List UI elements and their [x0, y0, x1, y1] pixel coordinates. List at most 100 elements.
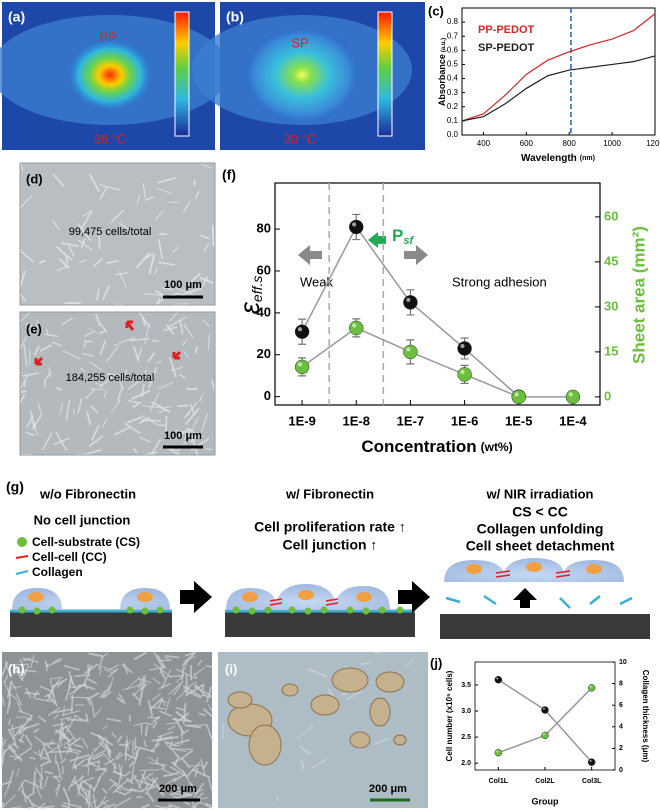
data-point	[587, 758, 596, 766]
series-line	[301, 327, 573, 398]
y2-tick-label: 30	[604, 298, 618, 313]
y-tick-label: 0	[264, 388, 271, 403]
cell-texture	[53, 775, 61, 784]
cell-texture	[345, 690, 362, 701]
cell-texture	[202, 242, 210, 253]
x-axis-unit: (nm)	[580, 155, 595, 162]
y-tick-label: 3.5	[461, 682, 471, 689]
cell-texture	[181, 338, 188, 347]
y-axis-unit: (a.u.)	[441, 38, 447, 52]
cell-texture	[65, 256, 69, 264]
arrow-markers	[34, 320, 182, 366]
cell-texture	[207, 778, 213, 791]
nucleus	[137, 592, 153, 602]
cell-texture	[154, 805, 167, 809]
point-highlight	[496, 677, 499, 680]
y-tick-label: 0.1	[447, 116, 459, 125]
cell-texture	[77, 239, 93, 251]
cell-texture	[15, 693, 23, 706]
cell-texture	[65, 715, 77, 733]
cell-texture	[10, 685, 23, 689]
cell-texture	[24, 691, 40, 696]
cell-texture	[10, 681, 17, 690]
y-axis-subscript: eff.s	[249, 276, 265, 302]
cell-texture	[165, 722, 178, 725]
cell-texture	[66, 718, 88, 722]
x-axis-unit: (wt%)	[481, 440, 513, 454]
nucleus	[298, 590, 314, 600]
cell-texture	[171, 366, 183, 372]
x-tick-label: 400	[477, 139, 491, 148]
cell-texture	[7, 744, 17, 753]
cell-texture	[93, 706, 103, 719]
cell-texture	[165, 324, 175, 335]
cell-texture	[40, 766, 43, 789]
y-tick-label: 0.7	[447, 31, 459, 40]
cell-texture	[144, 323, 150, 345]
legend-text: Cell-cell (CC)	[32, 550, 107, 564]
cell-texture	[157, 176, 176, 184]
cell-texture	[183, 658, 189, 670]
cell-texture	[42, 432, 53, 450]
sample-label: PP	[99, 29, 116, 44]
cell-texture	[205, 665, 213, 668]
cell-texture	[61, 765, 64, 775]
panel-label: (b)	[226, 9, 244, 25]
cell-texture	[114, 426, 131, 436]
cell-texture	[165, 777, 177, 786]
cell-texture	[98, 665, 103, 676]
cell-texture	[103, 390, 108, 398]
cell-texture	[205, 802, 213, 809]
cell-texture	[37, 402, 43, 416]
point-highlight	[542, 707, 545, 710]
cell-texture	[33, 345, 41, 356]
cell-texture	[151, 735, 173, 742]
cell-texture	[65, 399, 71, 421]
cell-texture	[63, 802, 82, 809]
cell-texture	[55, 783, 61, 797]
cell-texture	[175, 429, 185, 433]
cell-texture	[101, 788, 108, 794]
x-tick-label: 1E-9	[288, 413, 315, 428]
cell-texture	[38, 259, 46, 264]
cell-texture	[39, 747, 45, 757]
data-point	[565, 389, 581, 405]
cell-texture	[70, 775, 85, 788]
cell-texture	[163, 656, 173, 661]
column-text: CS < CC	[512, 504, 568, 520]
cell-texture	[179, 319, 184, 335]
cell-texture	[62, 710, 81, 716]
cell-texture	[156, 731, 174, 738]
cell-texture	[148, 762, 168, 767]
y2-tick-label: 0	[619, 767, 623, 774]
cell-texture	[49, 676, 64, 680]
y-tick-label: 2.0	[461, 760, 471, 767]
cell-texture	[112, 778, 130, 794]
cell-texture	[52, 708, 74, 714]
cell-texture	[30, 419, 39, 436]
cell-texture	[144, 725, 149, 737]
cell-texture	[154, 734, 163, 747]
direction-arrow	[404, 245, 428, 265]
cell-texture	[207, 703, 213, 712]
cell-texture	[51, 220, 61, 231]
cell-texture	[92, 753, 104, 761]
point-highlight	[352, 222, 357, 227]
cell-texture	[168, 741, 174, 750]
cell-texture	[162, 286, 173, 291]
cell-texture	[122, 683, 144, 691]
cell-texture	[149, 666, 166, 671]
cell-texture	[88, 652, 104, 658]
cell-texture	[80, 211, 92, 231]
cell-cluster	[227, 691, 253, 709]
cell-texture	[44, 743, 63, 756]
point-highlight	[568, 392, 573, 397]
cell-texture	[90, 424, 100, 441]
cell-texture	[19, 394, 26, 404]
cell-count: 184,255 cells/total	[66, 372, 155, 384]
nucleus	[586, 564, 602, 574]
cell-texture	[110, 209, 125, 224]
cell-texture	[173, 717, 185, 734]
cell-texture	[90, 388, 106, 390]
y2-tick-label: 15	[604, 343, 618, 358]
